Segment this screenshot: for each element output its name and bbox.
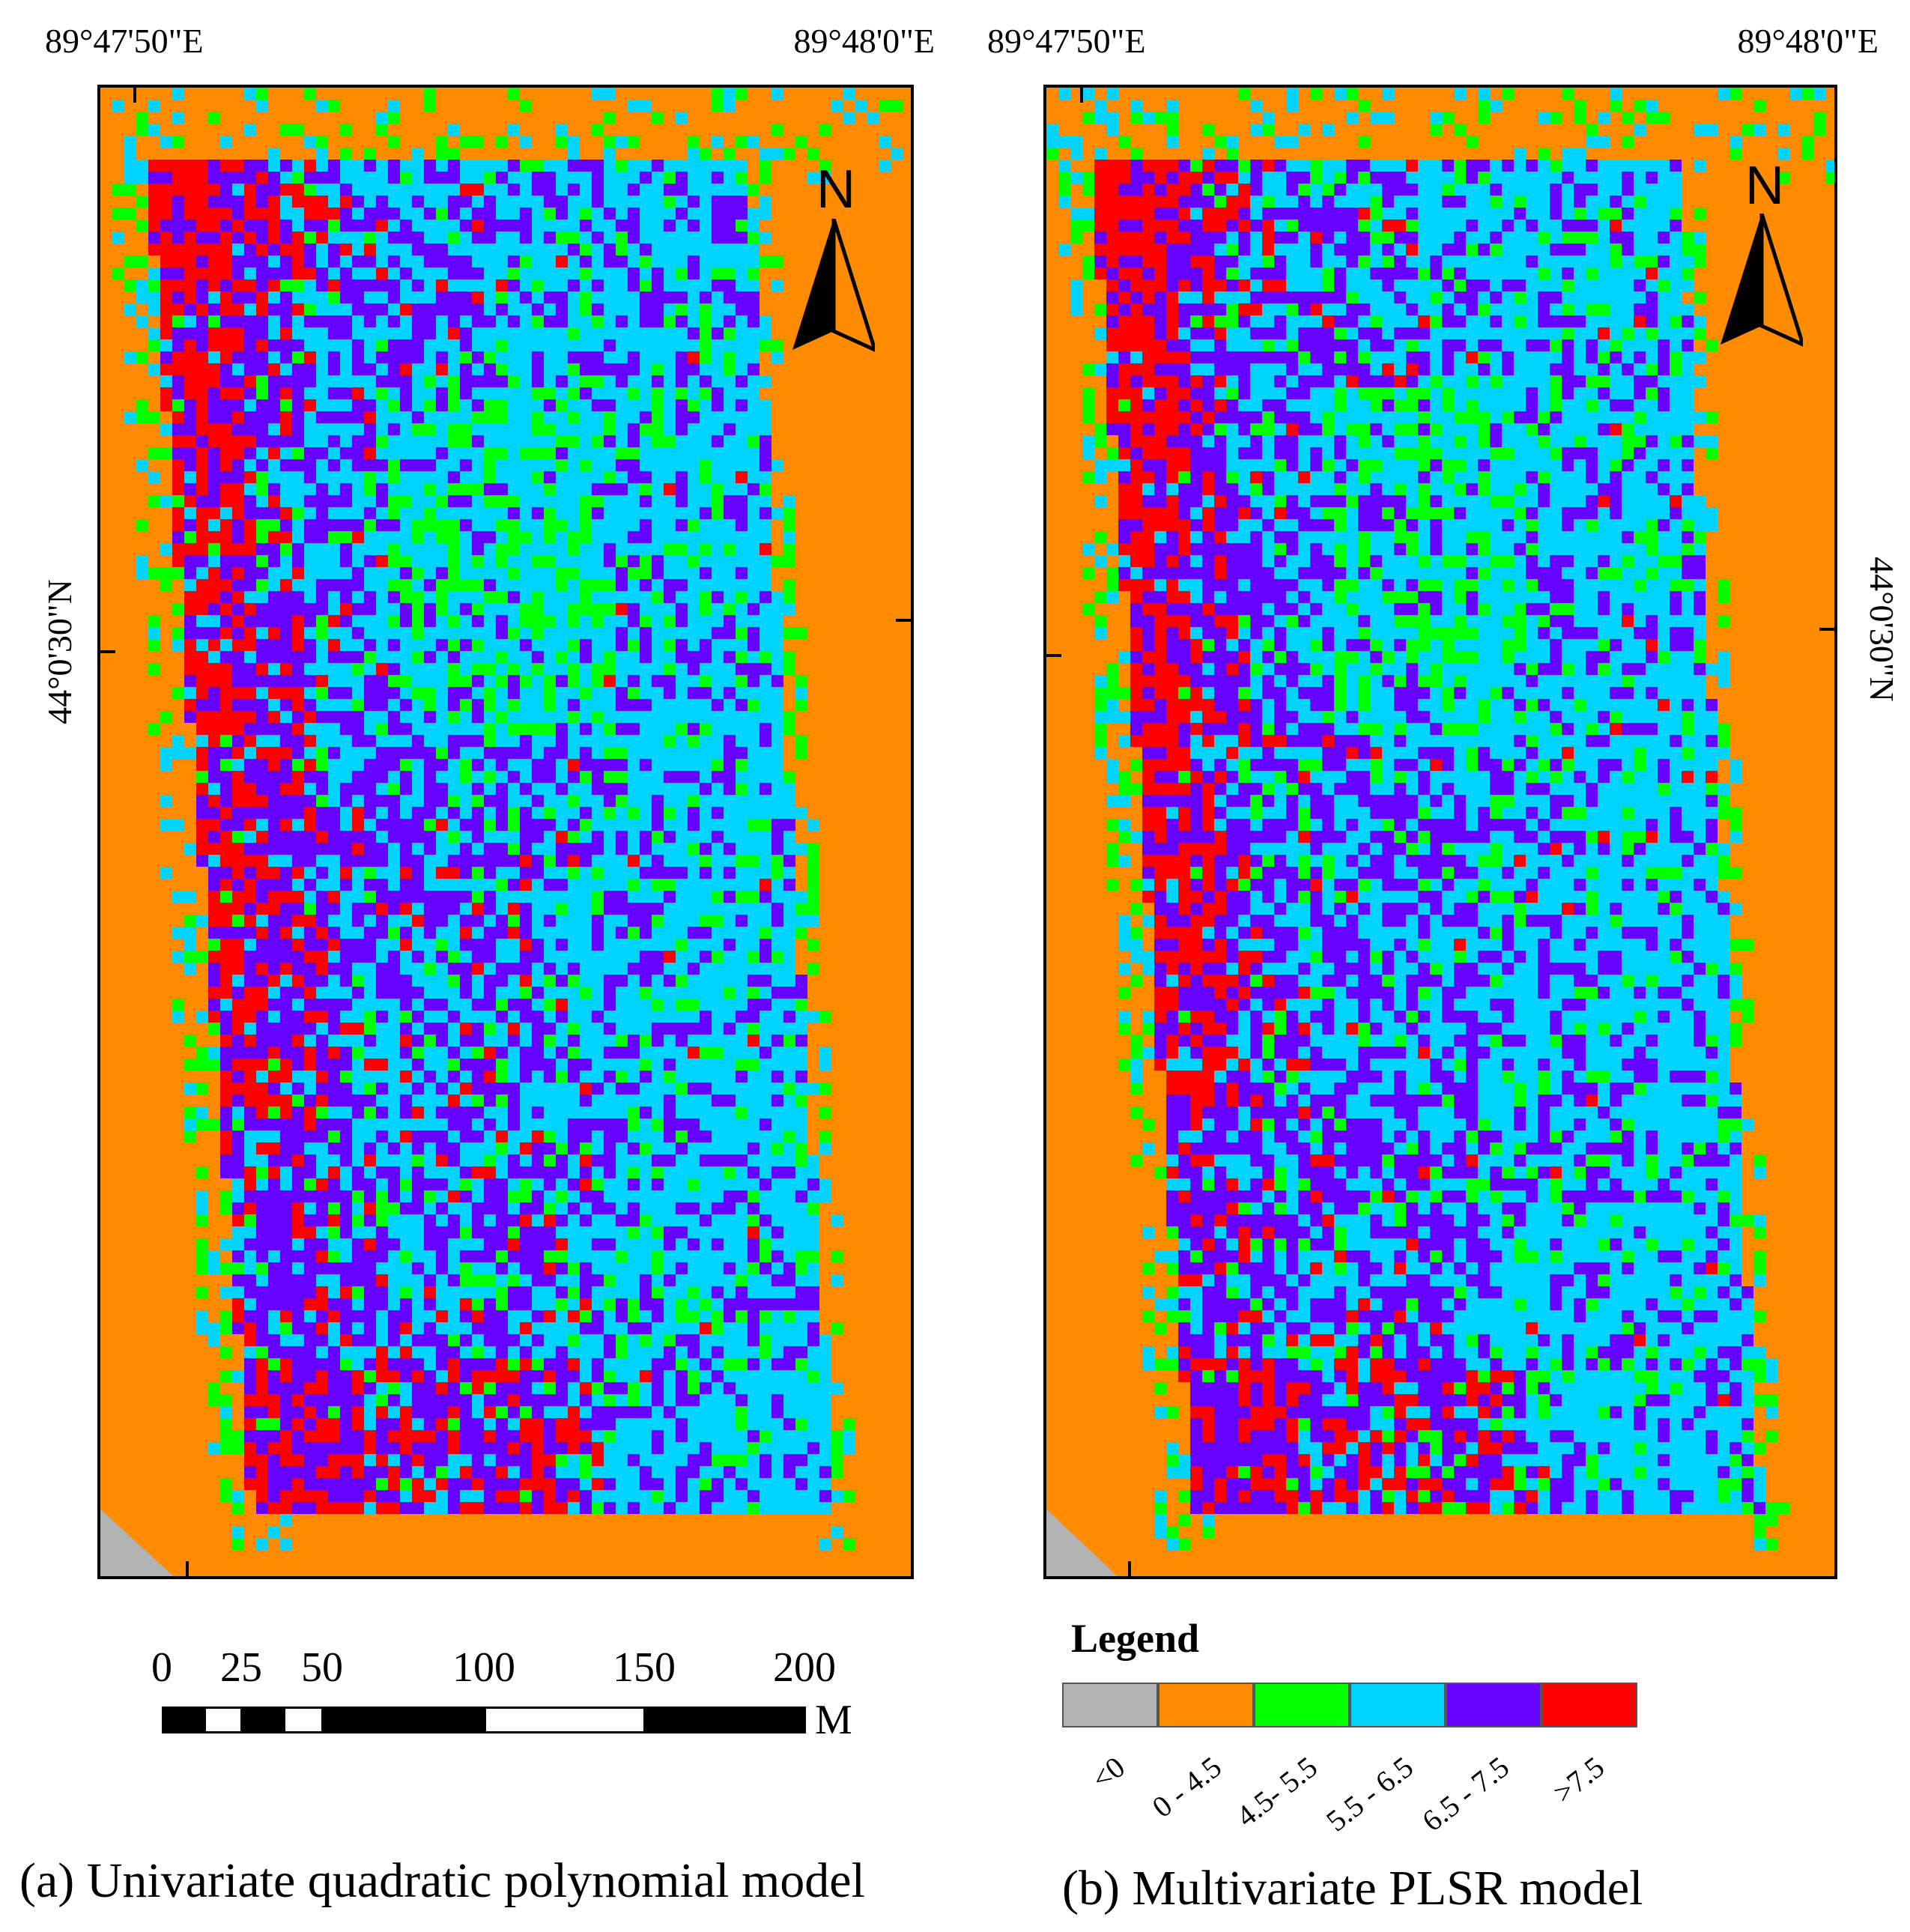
legend-label-0: <0 — [1085, 1749, 1132, 1796]
panel-b-lat-label: 44°0'30"N — [1863, 557, 1901, 702]
legend-swatch-1 — [1158, 1683, 1254, 1727]
scale-tick-200: 200 — [773, 1644, 836, 1691]
scale-tick-100: 100 — [452, 1644, 515, 1691]
legend-swatch-3 — [1350, 1683, 1446, 1727]
legend-title: Legend — [1071, 1616, 1200, 1661]
panel-a-north-label: N — [816, 160, 855, 219]
scale-tick-0: 0 — [151, 1644, 172, 1691]
panel-b-tick-top-left — [1080, 85, 1083, 103]
legend-label-2: 4.5- 5.5 — [1230, 1749, 1324, 1834]
legend-label-1: 0 - 4.5 — [1146, 1749, 1228, 1824]
panel-b-raster — [1046, 88, 1834, 1576]
scale-tick-25: 25 — [220, 1644, 262, 1691]
panel-a-raster — [100, 88, 911, 1576]
legend-label-4: 6.5 - 7.5 — [1416, 1749, 1516, 1838]
scale-tick-50: 50 — [301, 1644, 343, 1691]
legend-swatch-4 — [1446, 1683, 1541, 1727]
panel-a-map: N — [97, 85, 914, 1579]
legend-label-5: >7.5 — [1547, 1749, 1611, 1811]
panel-a-caption: (a) Univariate quadratic polynomial mode… — [19, 1853, 865, 1908]
panel-b-lon-right-label: 89°48'0"E — [1737, 22, 1879, 60]
panel-a-lat-label: 44°0'30"N — [40, 579, 79, 724]
panel-b-tick-left-mid — [1043, 654, 1061, 657]
panel-a-tick-left-mid — [97, 650, 115, 653]
legend-swatch-2 — [1254, 1683, 1350, 1727]
legend-swatch-0 — [1062, 1683, 1158, 1727]
panel-b-tick-right-mid — [1819, 628, 1837, 631]
panel-a-tick-bottom-left — [186, 1561, 189, 1579]
panel-a-lon-right-label: 89°48'0"E — [793, 22, 935, 60]
legend-swatch-5 — [1541, 1683, 1637, 1727]
scale-bar-segments — [162, 1707, 806, 1733]
panel-a-lon-left-label: 89°47'50"E — [45, 22, 204, 60]
panel-b-north-arrow-icon — [1720, 214, 1803, 347]
panel-b-map: N — [1043, 85, 1837, 1579]
panel-a-north-arrow-icon — [792, 219, 875, 352]
panel-b-lon-left-label: 89°47'50"E — [987, 22, 1146, 60]
legend-label-3: 5.5 - 6.5 — [1320, 1749, 1420, 1838]
panel-b-tick-bottom-left — [1128, 1561, 1131, 1579]
scale-unit: M — [815, 1697, 852, 1743]
panel-a-tick-right-mid — [896, 619, 914, 622]
panel-b-north-label: N — [1745, 156, 1784, 216]
scale-tick-150: 150 — [613, 1644, 676, 1691]
panel-a-tick-top-left — [133, 85, 136, 103]
panel-b-caption: (b) Multivariate PLSR model — [1062, 1861, 1643, 1916]
